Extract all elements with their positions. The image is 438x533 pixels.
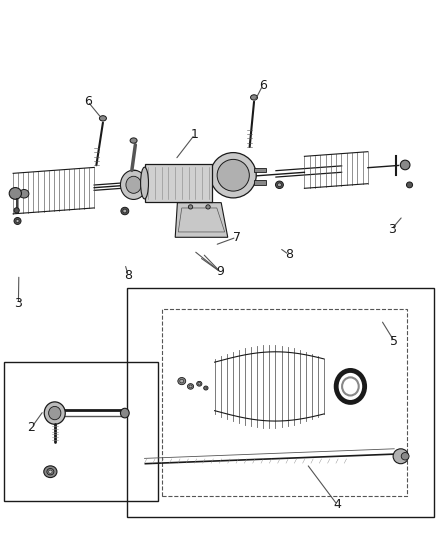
Ellipse shape: [49, 470, 52, 473]
Ellipse shape: [120, 408, 129, 418]
Ellipse shape: [210, 152, 256, 198]
Ellipse shape: [204, 386, 208, 390]
Bar: [162, 309, 407, 496]
Bar: [4, 362, 158, 501]
Ellipse shape: [198, 383, 201, 385]
Ellipse shape: [400, 160, 410, 170]
Ellipse shape: [121, 207, 129, 215]
Ellipse shape: [130, 138, 137, 143]
Text: 8: 8: [124, 269, 132, 282]
Bar: [145, 164, 212, 201]
Text: 3: 3: [14, 297, 22, 310]
Ellipse shape: [99, 116, 106, 121]
Ellipse shape: [9, 188, 21, 199]
Ellipse shape: [205, 387, 207, 389]
Bar: [254, 167, 266, 172]
Ellipse shape: [14, 208, 19, 213]
Ellipse shape: [188, 205, 193, 209]
Text: 6: 6: [259, 79, 267, 92]
Ellipse shape: [187, 384, 194, 389]
Text: 8: 8: [285, 248, 293, 261]
Ellipse shape: [197, 382, 202, 386]
Text: 7: 7: [233, 231, 240, 244]
Ellipse shape: [278, 183, 281, 187]
Text: 3: 3: [388, 223, 396, 236]
Ellipse shape: [393, 449, 409, 464]
Text: 4: 4: [333, 498, 341, 511]
Ellipse shape: [276, 181, 283, 189]
Ellipse shape: [141, 167, 148, 199]
Ellipse shape: [206, 205, 210, 209]
Bar: [254, 180, 266, 185]
Ellipse shape: [180, 379, 184, 383]
Ellipse shape: [14, 217, 21, 224]
Ellipse shape: [401, 453, 409, 460]
Ellipse shape: [178, 377, 186, 385]
Ellipse shape: [217, 159, 249, 191]
Text: 2: 2: [28, 421, 35, 434]
Ellipse shape: [44, 466, 57, 478]
Ellipse shape: [123, 209, 127, 213]
Ellipse shape: [47, 469, 54, 475]
Ellipse shape: [19, 189, 29, 198]
Ellipse shape: [189, 385, 192, 388]
Ellipse shape: [251, 95, 258, 100]
Polygon shape: [175, 203, 228, 237]
Text: 6: 6: [84, 95, 92, 108]
Text: 1: 1: [191, 128, 199, 141]
Ellipse shape: [120, 170, 147, 199]
Ellipse shape: [44, 402, 65, 424]
Ellipse shape: [49, 406, 61, 420]
Bar: [127, 288, 434, 517]
Ellipse shape: [406, 182, 413, 188]
Text: 5: 5: [390, 335, 398, 348]
Ellipse shape: [126, 176, 141, 193]
Text: 9: 9: [216, 265, 224, 278]
Ellipse shape: [16, 220, 19, 223]
